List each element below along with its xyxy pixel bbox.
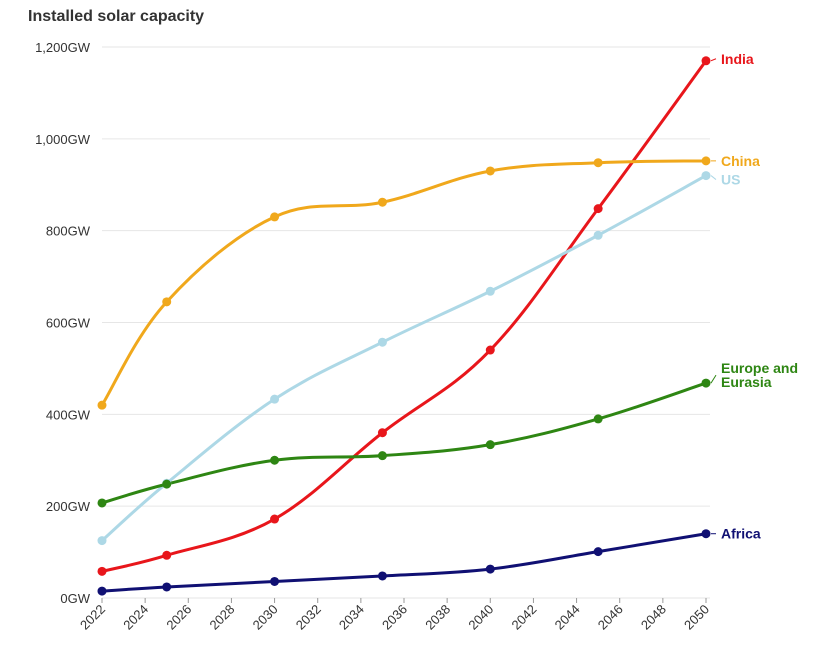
data-point-china: [593, 158, 603, 168]
data-point-africa: [485, 564, 495, 574]
x-tick-label: 2034: [336, 602, 367, 633]
y-tick-label: 600GW: [46, 316, 91, 331]
series-line-europe-and-eurasia: [100, 381, 708, 505]
x-tick-label: 2038: [422, 602, 453, 633]
x-tick-label: 2046: [595, 602, 626, 633]
y-tick-label: 800GW: [46, 224, 91, 239]
data-point-us: [97, 536, 107, 546]
x-tick-label: 2042: [508, 602, 539, 633]
data-point-europe-and-eurasia: [162, 479, 172, 489]
x-tick-label: 2030: [250, 602, 281, 633]
data-point-us: [593, 230, 603, 240]
data-point-india: [97, 566, 107, 576]
data-point-china: [162, 297, 172, 307]
series-labels: India China US Europe and Eurasia Africa: [710, 51, 798, 542]
x-tick-label: 2026: [163, 602, 194, 633]
y-axis: 0GW 200GW 400GW 600GW 800GW 1,000GW 1,200GW: [35, 40, 91, 606]
data-point-india: [270, 514, 280, 524]
data-point-africa: [377, 571, 387, 581]
y-tick-label: 200GW: [46, 499, 91, 514]
y-tick-label: 400GW: [46, 407, 91, 422]
series-lines: [100, 59, 708, 593]
data-point-china: [701, 156, 711, 166]
x-axis: 2022 2024 2026 2028 2030 2032 2034 2036 2038 2040…: [77, 598, 712, 633]
data-point-china: [485, 166, 495, 176]
y-tick-label: 0GW: [60, 591, 90, 606]
series-line-africa: [100, 532, 708, 593]
series-label-india: India: [721, 51, 754, 67]
data-point-africa: [701, 529, 711, 539]
x-tick-label: 2036: [379, 602, 410, 633]
data-point-india: [162, 550, 172, 560]
series-label-china: China: [721, 153, 760, 169]
data-point-us: [701, 171, 711, 181]
x-tick-label: 2044: [552, 602, 583, 633]
data-point-china: [377, 197, 387, 207]
data-point-china: [270, 212, 280, 222]
gridlines: [102, 46, 710, 599]
x-tick-label: 2050: [681, 602, 712, 633]
data-point-china: [97, 400, 107, 410]
data-point-india: [485, 345, 495, 355]
x-tick-label: 2024: [120, 602, 151, 633]
data-point-india: [593, 204, 603, 214]
series-label-africa: Africa: [721, 526, 761, 542]
data-point-india: [377, 428, 387, 438]
data-point-europe-and-eurasia: [593, 414, 603, 424]
data-point-africa: [270, 576, 280, 586]
series-label-europe-and-eurasia: Europe and Eurasia: [721, 360, 798, 390]
data-point-europe-and-eurasia: [701, 378, 711, 388]
series-line-china: [100, 159, 708, 407]
chart-title: Installed solar capacity: [28, 8, 205, 25]
x-tick-label: 2040: [465, 602, 496, 633]
data-point-europe-and-eurasia: [485, 440, 495, 450]
series-points: [97, 56, 711, 596]
data-point-us: [270, 394, 280, 404]
series-label-us: US: [721, 172, 740, 188]
y-tick-label: 1,000GW: [35, 132, 91, 147]
label-connector-india: [710, 58, 717, 62]
data-point-africa: [97, 586, 107, 596]
data-point-us: [485, 286, 495, 296]
x-tick-label: 2022: [77, 602, 108, 633]
data-point-africa: [593, 547, 603, 557]
x-tick-label: 2048: [638, 602, 669, 633]
data-point-africa: [162, 582, 172, 592]
data-point-europe-and-eurasia: [97, 498, 107, 508]
series-line-india: [100, 59, 708, 573]
data-point-us: [377, 337, 387, 347]
data-point-india: [701, 56, 711, 66]
label-connector-us: [710, 175, 717, 180]
x-tick-label: 2028: [206, 602, 237, 633]
x-tick-label: 2032: [293, 602, 324, 633]
data-point-europe-and-eurasia: [270, 455, 280, 465]
label-connector-europe-and-eurasia: [710, 374, 717, 384]
data-point-europe-and-eurasia: [377, 451, 387, 461]
y-tick-label: 1,200GW: [35, 40, 91, 55]
